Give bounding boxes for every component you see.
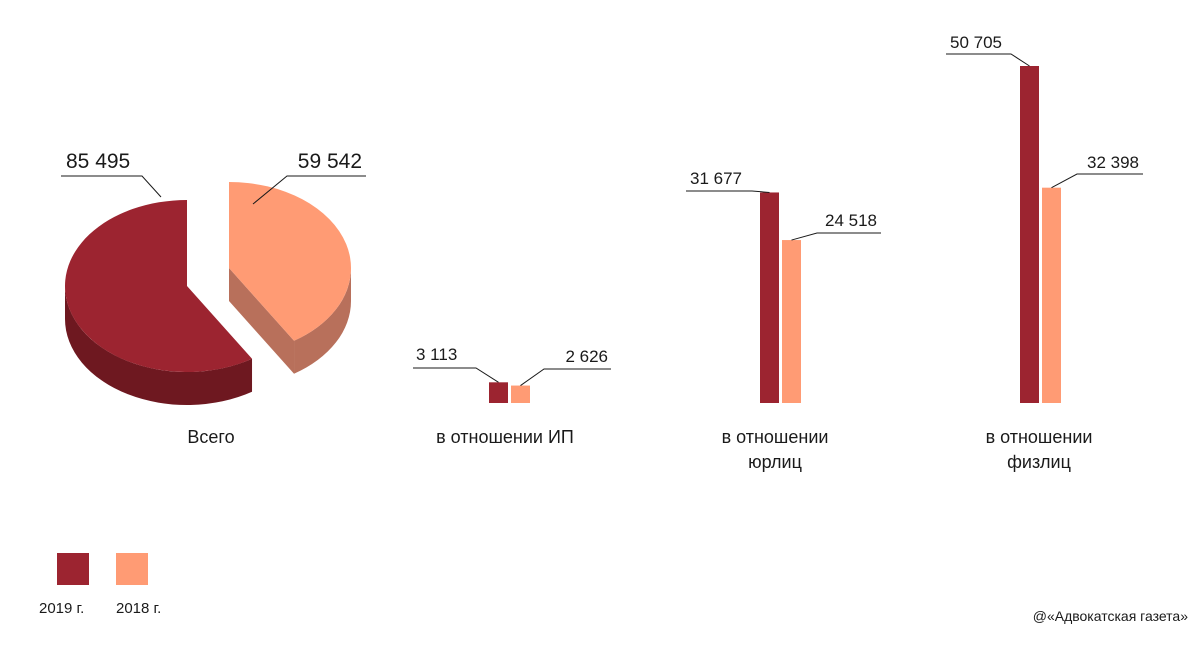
bar-value-label-ip-2019: 3 113 [416,345,457,364]
bar-leader-fizlits-2019 [946,53,1030,67]
bar-group-yurlits: 31 677 24 518 [686,169,881,403]
bar-value-label-yurlits-2018: 24 518 [825,211,877,230]
pie-value-label-2018: 59 542 [298,150,362,173]
bar-chart: 3 113 2 626 31 677 24 518 50 705 32 398 [413,33,1143,403]
bar-leader-yurlits-2019 [686,190,770,193]
pie-leader-2019 [61,175,162,198]
category-label-fizlits-line-1: в отношении [986,427,1093,447]
legend-label-2018: 2018 г. [116,600,161,617]
pie-slice-2018-side [294,268,351,374]
legend: 2019 г. 2018 г. [39,553,161,617]
category-label-yurlits-line-1: в отношении [722,427,829,447]
pie-slice-2019-side [65,286,253,405]
category-labels: Всего в отношении ИП в отношении юрлиц в отн… [187,427,1092,472]
bar-value-label-fizlits-2019: 50 705 [950,33,1002,52]
pie-slice-2018-top [229,182,351,341]
category-label-fizlits-line-2: физлиц [1007,452,1071,472]
bar-group-fizlits: 50 705 32 398 [946,33,1143,403]
pie-slice-2018 [229,182,351,374]
legend-label-2019: 2019 г. [39,600,84,617]
pie-slice-2018-cut-face [229,268,295,374]
source-credit: @«Адвокатская газета» [1033,608,1188,624]
pie-slice-2019-top [65,200,253,372]
bar-fizlits-2018 [1042,187,1061,403]
bar-yurlits-2018 [782,240,801,403]
bar-ip-2018 [511,385,530,403]
bar-group-ip: 3 113 2 626 [413,345,611,403]
bar-value-label-yurlits-2019: 31 677 [690,169,742,188]
legend-swatch-2018 [116,553,148,585]
pie-value-label-2019: 85 495 [66,150,130,173]
pie-chart-total: 85 495 59 542 [61,150,366,405]
bar-value-label-fizlits-2018: 32 398 [1087,153,1139,172]
pie-slice-2019 [65,200,253,405]
bar-leader-yurlits-2018 [791,232,881,241]
category-label-total: Всего [187,427,234,447]
category-label-yurlits-line-2: юрлиц [748,452,802,472]
pie-leader-2018 [252,175,366,205]
bar-fizlits-2019 [1020,66,1039,403]
bar-yurlits-2019 [760,192,779,403]
bar-leader-ip-2019 [413,367,499,383]
bar-ip-2019 [489,382,508,403]
bar-leader-ip-2018 [520,368,611,386]
bar-value-label-ip-2018: 2 626 [565,347,608,366]
category-label-ip-line-1: в отношении ИП [436,427,574,447]
legend-swatch-2019 [57,553,89,585]
bar-leader-fizlits-2018 [1051,173,1143,189]
